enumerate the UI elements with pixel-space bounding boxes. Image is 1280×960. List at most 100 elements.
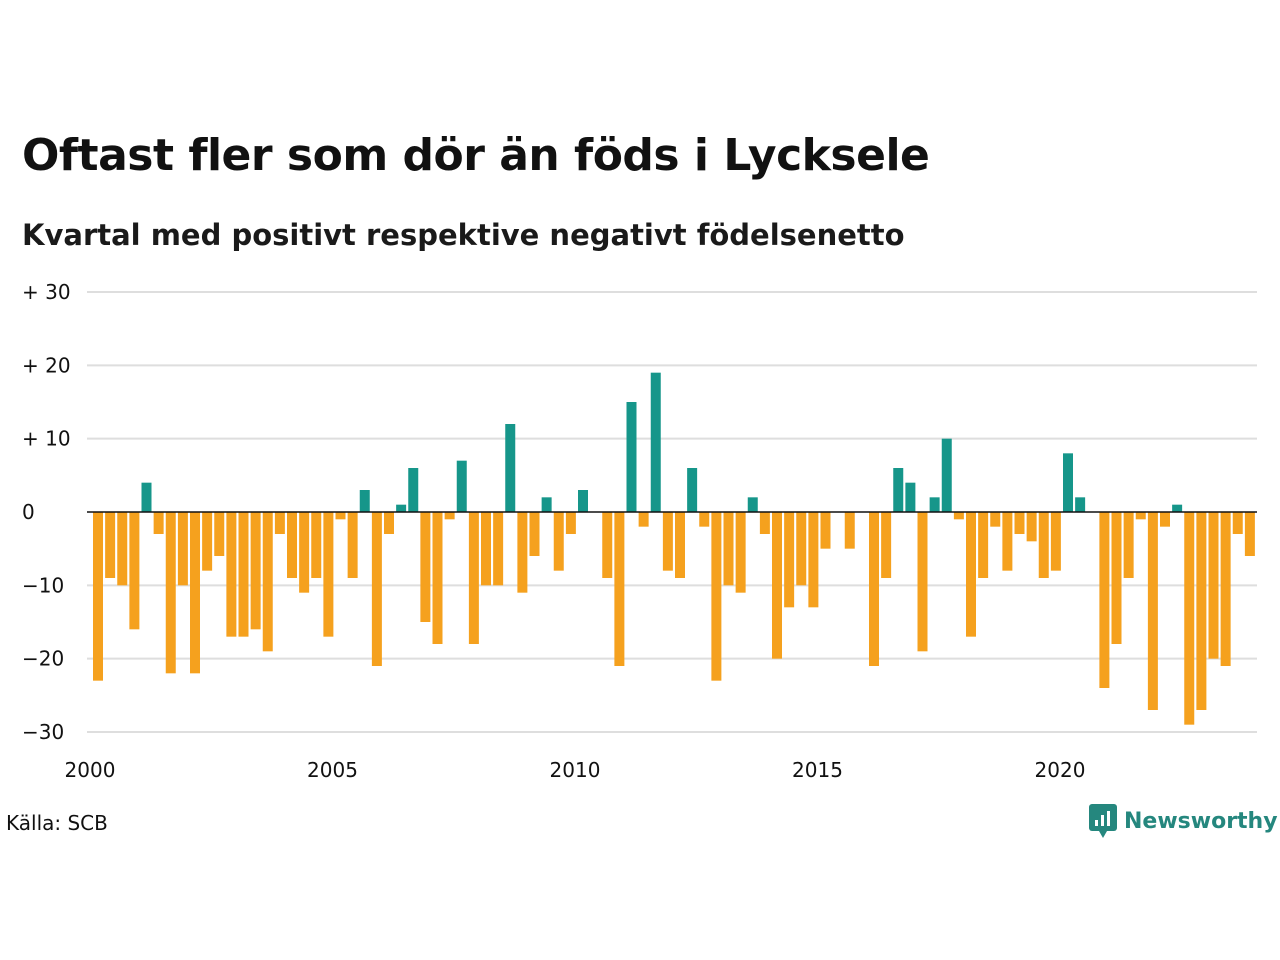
bar [93, 512, 103, 681]
bar [287, 512, 297, 578]
bar [941, 438, 952, 512]
bar [808, 512, 819, 608]
bar [650, 372, 661, 512]
bar [1038, 512, 1049, 578]
bar [141, 482, 152, 512]
bar [990, 512, 1001, 527]
bar [456, 460, 467, 512]
y-tick-label: + 10 [22, 427, 71, 451]
bar [250, 512, 261, 630]
newsworthy-logo[interactable]: Newsworthy [1088, 803, 1278, 839]
bar [578, 490, 588, 512]
bar [371, 512, 382, 666]
bar [226, 512, 237, 637]
bar [1244, 512, 1255, 556]
bar [735, 512, 746, 593]
bar [1147, 512, 1158, 710]
bar [105, 512, 116, 578]
bar [190, 512, 200, 674]
bar [711, 512, 722, 681]
bar [638, 512, 649, 527]
bar [517, 512, 528, 593]
bar [1075, 497, 1086, 512]
bar [553, 512, 564, 571]
x-tick-label: 2000 [65, 758, 116, 782]
bar [869, 512, 879, 666]
bar [772, 512, 782, 659]
bar [396, 504, 407, 512]
bar [905, 482, 916, 512]
bars [93, 372, 1255, 725]
bar [347, 512, 358, 578]
bar [408, 468, 419, 512]
source-note: Källa: SCB [6, 811, 108, 835]
bar [675, 512, 685, 578]
bar [966, 512, 976, 637]
bar [687, 468, 698, 512]
x-tick-label: 2005 [307, 758, 358, 782]
y-tick-label: −30 [22, 720, 64, 744]
bar [1135, 512, 1146, 520]
y-tick-label: −10 [22, 573, 64, 597]
gridlines [87, 291, 1257, 733]
x-tick-label: 2010 [550, 758, 601, 782]
bar [1184, 512, 1195, 725]
y-tick-label: 0 [22, 500, 35, 524]
chart-title: Oftast fler som dör än föds i Lycksele [22, 130, 930, 181]
newsworthy-icon [1089, 804, 1117, 838]
bar [565, 512, 576, 534]
bar [493, 512, 504, 586]
bar [177, 512, 188, 586]
bar [165, 512, 176, 674]
bar [1123, 512, 1134, 578]
bar [1002, 512, 1013, 571]
bar [784, 512, 795, 608]
bar [202, 512, 213, 571]
bar [1232, 512, 1243, 534]
bar [541, 497, 552, 512]
bar [214, 512, 225, 556]
bar [820, 512, 831, 549]
bar [359, 490, 370, 512]
bar [274, 512, 285, 534]
bar [468, 512, 479, 644]
x-tick-label: 2020 [1035, 758, 1086, 782]
bar [881, 512, 892, 578]
bar [529, 512, 540, 556]
bar [844, 512, 855, 549]
bar [384, 512, 394, 534]
chart-subtitle: Kvartal med positivt respektive negativt… [22, 218, 905, 252]
bar [323, 512, 334, 637]
bar [432, 512, 443, 644]
bar [602, 512, 613, 578]
bar [723, 512, 734, 586]
bar [626, 402, 637, 512]
x-tick-label: 2015 [792, 758, 843, 782]
bar [153, 512, 164, 534]
y-tick-label: + 30 [22, 280, 71, 304]
bar [747, 497, 758, 512]
bar [953, 512, 964, 520]
bar [1111, 512, 1122, 644]
bar [299, 512, 310, 593]
bar [1026, 512, 1037, 542]
y-tick-label: + 20 [22, 353, 71, 377]
bar [238, 512, 249, 637]
bar [699, 512, 710, 527]
bar [1063, 453, 1073, 512]
bar [129, 512, 140, 630]
bar [614, 512, 625, 666]
brand-name: Newsworthy [1124, 808, 1278, 834]
y-tick-label: −20 [22, 647, 64, 671]
bar [505, 424, 516, 512]
bar [481, 512, 491, 586]
bar [929, 497, 940, 512]
bar [917, 512, 928, 652]
bar [796, 512, 807, 586]
bar [1160, 512, 1170, 527]
bar [117, 512, 128, 586]
bar [420, 512, 431, 622]
bar [1220, 512, 1231, 666]
